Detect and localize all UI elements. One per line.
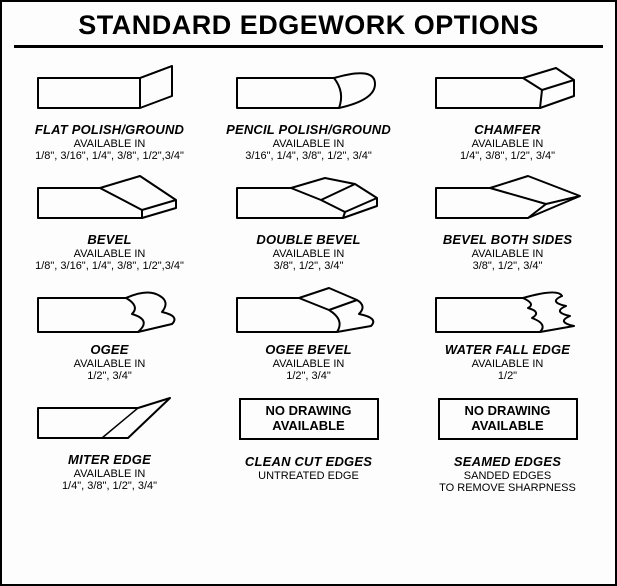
label-ogee: OGEE — [14, 342, 205, 357]
sizes-double-bevel: 3/8", 1/2", 3/4" — [213, 260, 404, 272]
sizes-bevel-both: 3/8", 1/2", 3/4" — [412, 260, 603, 272]
cell-clean-cut: NO DRAWING AVAILABLE CLEAN CUT EDGES UNT… — [213, 388, 404, 496]
avail-ogee: AVAILABLE IN — [14, 358, 205, 370]
no-drawing-line1: NO DRAWING — [247, 404, 371, 419]
label-bevel-both: BEVEL BOTH SIDES — [412, 232, 603, 247]
avail-chamfer: AVAILABLE IN — [412, 138, 603, 150]
label-clean-cut: CLEAN CUT EDGES — [213, 454, 404, 469]
cell-waterfall: WATER FALL EDGE AVAILABLE IN 1/2" — [412, 278, 603, 384]
sizes-waterfall: 1/2" — [412, 370, 603, 382]
avail-waterfall: AVAILABLE IN — [412, 358, 603, 370]
cell-double-bevel: DOUBLE BEVEL AVAILABLE IN 3/8", 1/2", 3/… — [213, 168, 404, 274]
cell-flat-polish: FLAT POLISH/GROUND AVAILABLE IN 1/8", 3/… — [14, 58, 205, 164]
sizes-bevel: 1/8", 3/16", 1/4", 3/8", 1/2",3/4" — [14, 260, 205, 272]
no-drawing-seamed: NO DRAWING AVAILABLE — [438, 398, 578, 440]
drawing-pencil-polish — [213, 58, 404, 120]
sizes-ogee: 1/2", 3/4" — [14, 370, 205, 382]
label-chamfer: CHAMFER — [412, 122, 603, 137]
cell-chamfer: CHAMFER AVAILABLE IN 1/4", 3/8", 1/2", 3… — [412, 58, 603, 164]
cell-ogee: OGEE AVAILABLE IN 1/2", 3/4" — [14, 278, 205, 384]
avail-bevel-both: AVAILABLE IN — [412, 248, 603, 260]
sizes-miter: 1/4", 3/8", 1/2", 3/4" — [14, 480, 205, 492]
label-flat-polish: FLAT POLISH/GROUND — [14, 122, 205, 137]
label-double-bevel: DOUBLE BEVEL — [213, 232, 404, 247]
page-title: STANDARD EDGEWORK OPTIONS — [14, 10, 603, 41]
cell-ogee-bevel: OGEE BEVEL AVAILABLE IN 1/2", 3/4" — [213, 278, 404, 384]
avail-pencil-polish: AVAILABLE IN — [213, 138, 404, 150]
sizes-flat-polish: 1/8", 3/16", 1/4", 3/8", 1/2",3/4" — [14, 150, 205, 162]
sub-seamed-1: SANDED EDGES — [412, 470, 603, 482]
no-drawing-line2: AVAILABLE — [247, 419, 371, 434]
drawing-waterfall — [412, 278, 603, 340]
label-miter: MITER EDGE — [14, 452, 205, 467]
drawing-chamfer — [412, 58, 603, 120]
avail-ogee-bevel: AVAILABLE IN — [213, 358, 404, 370]
avail-miter: AVAILABLE IN — [14, 468, 205, 480]
avail-double-bevel: AVAILABLE IN — [213, 248, 404, 260]
sub-seamed-2: TO REMOVE SHARPNESS — [412, 482, 603, 494]
sizes-chamfer: 1/4", 3/8", 1/2", 3/4" — [412, 150, 603, 162]
avail-bevel: AVAILABLE IN — [14, 248, 205, 260]
drawing-bevel-both — [412, 168, 603, 230]
label-waterfall: WATER FALL EDGE — [412, 342, 603, 357]
drawing-double-bevel — [213, 168, 404, 230]
drawing-miter — [14, 388, 205, 450]
label-pencil-polish: PENCIL POLISH/GROUND — [213, 122, 404, 137]
avail-flat-polish: AVAILABLE IN — [14, 138, 205, 150]
no-drawing-clean-cut: NO DRAWING AVAILABLE — [239, 398, 379, 440]
no-drawing-line2-b: AVAILABLE — [446, 419, 570, 434]
sub-clean-cut: UNTREATED EDGE — [213, 470, 404, 482]
drawing-bevel — [14, 168, 205, 230]
cell-seamed: NO DRAWING AVAILABLE SEAMED EDGES SANDED… — [412, 388, 603, 496]
no-drawing-line1-b: NO DRAWING — [446, 404, 570, 419]
title-rule — [14, 45, 603, 48]
label-bevel: BEVEL — [14, 232, 205, 247]
cell-pencil-polish: PENCIL POLISH/GROUND AVAILABLE IN 3/16",… — [213, 58, 404, 164]
label-ogee-bevel: OGEE BEVEL — [213, 342, 404, 357]
sizes-ogee-bevel: 1/2", 3/4" — [213, 370, 404, 382]
drawing-flat-polish — [14, 58, 205, 120]
cell-miter: MITER EDGE AVAILABLE IN 1/4", 3/8", 1/2"… — [14, 388, 205, 496]
drawing-ogee — [14, 278, 205, 340]
options-grid: FLAT POLISH/GROUND AVAILABLE IN 1/8", 3/… — [14, 58, 603, 496]
label-seamed: SEAMED EDGES — [412, 454, 603, 469]
sizes-pencil-polish: 3/16", 1/4", 3/8", 1/2", 3/4" — [213, 150, 404, 162]
page-frame: STANDARD EDGEWORK OPTIONS FLAT POLISH/GR… — [0, 0, 617, 586]
drawing-ogee-bevel — [213, 278, 404, 340]
cell-bevel-both: BEVEL BOTH SIDES AVAILABLE IN 3/8", 1/2"… — [412, 168, 603, 274]
cell-bevel: BEVEL AVAILABLE IN 1/8", 3/16", 1/4", 3/… — [14, 168, 205, 274]
